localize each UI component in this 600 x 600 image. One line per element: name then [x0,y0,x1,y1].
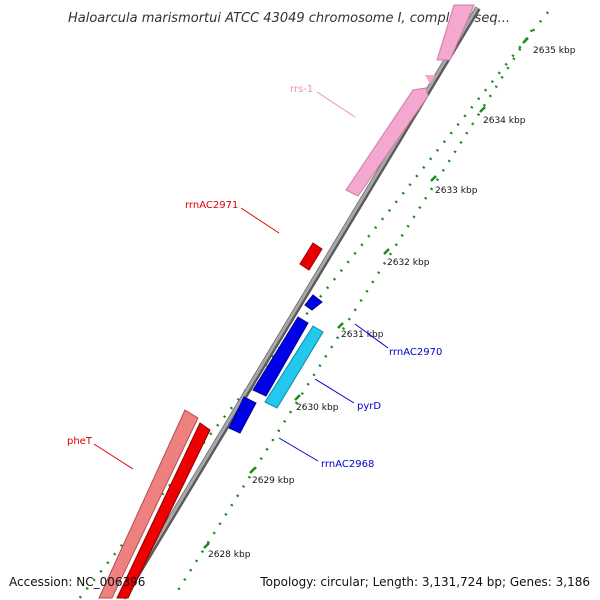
tick-mark [249,467,256,474]
kbp-label: 2633 kbp [435,186,478,196]
feature-arrow[interactable] [264,325,324,409]
tick-mark [479,106,486,113]
kbp-label: 2635 kbp [533,46,576,56]
leader-line [316,91,356,118]
tick-mark [203,542,210,549]
tick-mark [294,394,301,401]
tick-mark [430,175,437,182]
feature-labels: rrs-1 rrnAC2971 rrnAC2970 pyrD rrnAC2968… [67,84,442,470]
feature-arrow[interactable] [98,409,199,599]
scale-ticks: 2628 kbp 2629 kbp 2630 kbp 2631 kbp 2632… [203,37,576,560]
feature-rrnAC2970[interactable] [304,294,323,311]
label-rrs-1[interactable]: rrs-1 [290,84,313,95]
feature-pheT[interactable] [98,409,211,599]
tick-mark [337,322,344,329]
feature-rrnAC2968[interactable] [228,396,257,434]
summary-text: Topology: circular; Length: 3,131,724 bp… [259,575,590,589]
map-title: Haloarcula marismortui ATCC 43049 chromo… [68,11,510,26]
kbp-label: 2629 kbp [252,476,295,486]
label-rrnAC2968[interactable]: rrnAC2968 [321,459,374,470]
feature-pyrD[interactable] [264,325,324,409]
kbp-label: 2628 kbp [208,550,251,560]
feature-arrow[interactable] [299,242,323,271]
feature-arrow[interactable] [228,396,257,434]
label-rrnAC2971[interactable]: rrnAC2971 [185,200,238,211]
feature-arrow[interactable] [116,422,211,599]
accession-text: Accession: NC_006396 [9,575,145,589]
label-pyrD[interactable]: pyrD [357,401,381,412]
feature-rrnAC2971[interactable] [299,242,323,271]
feature-rrs-1[interactable] [345,4,475,197]
kbp-label: 2631 kbp [341,330,384,340]
tick-mark [383,248,390,255]
feature-arrow[interactable] [345,87,429,197]
kbp-label: 2630 kbp [296,403,339,413]
leader-line [354,323,389,349]
inner-tick-row [173,29,534,596]
feature-arrow[interactable] [436,4,475,61]
tick-mark [522,37,529,44]
kbp-label: 2634 kbp [483,116,526,126]
leader-line [314,378,355,404]
leader-line [240,207,280,234]
label-pheT[interactable]: pheT [67,436,93,447]
kbp-label: 2632 kbp [387,258,430,268]
feature-arrow-head[interactable] [425,75,435,84]
feature-blue-long[interactable] [252,316,309,397]
feature-arrow[interactable] [304,294,323,311]
feature-arrow[interactable] [252,316,309,397]
leader-line [278,437,319,462]
leader-line [93,443,134,470]
label-rrnAC2970[interactable]: rrnAC2970 [389,347,442,358]
